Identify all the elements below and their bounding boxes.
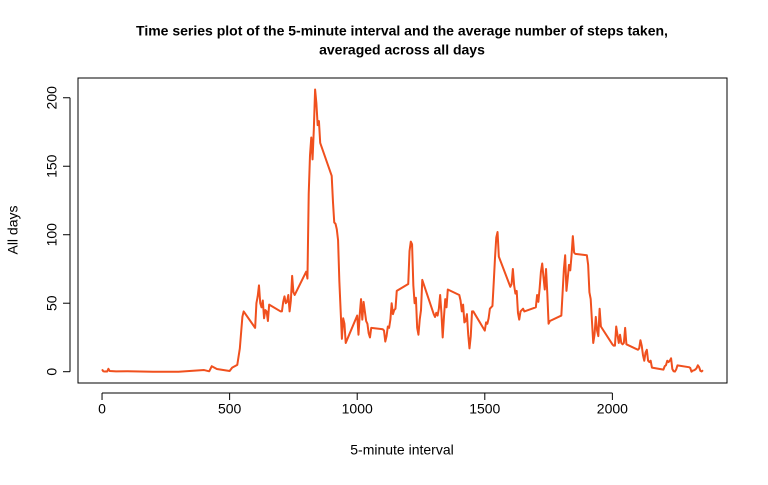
x-tick-label: 2000	[597, 401, 628, 417]
y-tick-label: 0	[44, 368, 60, 376]
y-axis-label: All days	[5, 205, 21, 254]
data-line	[101, 88, 704, 373]
x-tick-label: 1500	[469, 401, 500, 417]
chart-title: averaged across all days	[319, 42, 485, 58]
y-tick-label: 50	[44, 295, 60, 311]
plot-frame	[77, 77, 728, 384]
chart-title: Time series plot of the 5-minute interva…	[136, 23, 668, 39]
x-tick-label: 0	[98, 401, 106, 417]
y-tick-label: 200	[44, 86, 60, 110]
y-tick-label: 150	[44, 154, 60, 178]
y-tick-label: 100	[44, 223, 60, 247]
x-axis-label: 5-minute interval	[350, 442, 454, 458]
x-tick-label: 500	[218, 401, 242, 417]
x-tick-label: 1000	[342, 401, 373, 417]
